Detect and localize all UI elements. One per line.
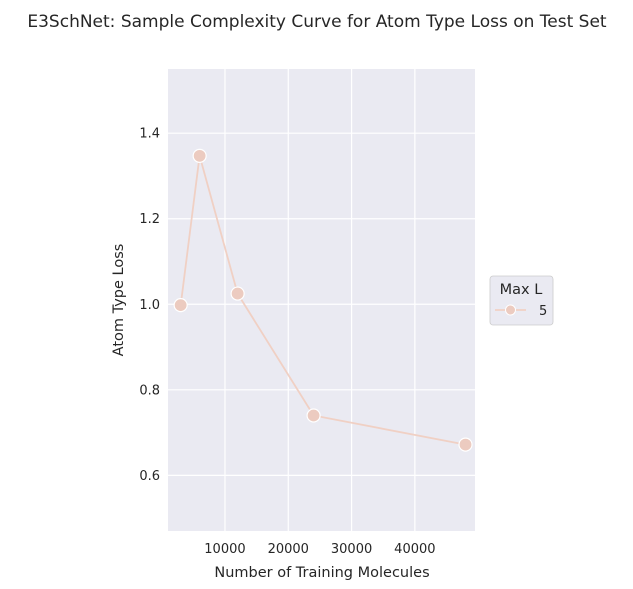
data-point — [306, 408, 321, 423]
data-point — [192, 148, 207, 163]
x-tick-label: 20000 — [268, 542, 309, 557]
data-point — [458, 437, 473, 452]
legend-entry-label: 5 — [539, 304, 547, 319]
y-tick-labels: 0.6 0.8 1.0 1.2 1.4 — [139, 127, 160, 484]
legend-marker — [505, 304, 516, 316]
y-tick-label: 0.6 — [139, 469, 160, 484]
x-tick-label: 10000 — [204, 542, 245, 557]
y-tick-label: 0.8 — [139, 383, 160, 398]
y-axis-label: Atom Type Loss — [111, 244, 127, 357]
y-tick-label: 1.4 — [139, 127, 160, 142]
data-point — [230, 286, 245, 301]
chart-title: E3SchNet: Sample Complexity Curve for At… — [27, 12, 607, 32]
x-axis-label: Number of Training Molecules — [214, 565, 429, 581]
series-layer — [173, 148, 473, 452]
x-tick-labels: 10000 20000 30000 40000 — [204, 542, 435, 557]
legend: Max L 5 — [489, 275, 554, 326]
plot-area — [168, 69, 475, 531]
y-tick-label: 1.2 — [139, 212, 160, 227]
x-tick-label: 40000 — [394, 542, 435, 557]
x-tick-label: 30000 — [331, 542, 372, 557]
legend-title: Max L — [500, 282, 543, 298]
y-tick-label: 1.0 — [139, 298, 160, 313]
data-point — [173, 298, 188, 313]
grid-lines — [168, 69, 475, 531]
